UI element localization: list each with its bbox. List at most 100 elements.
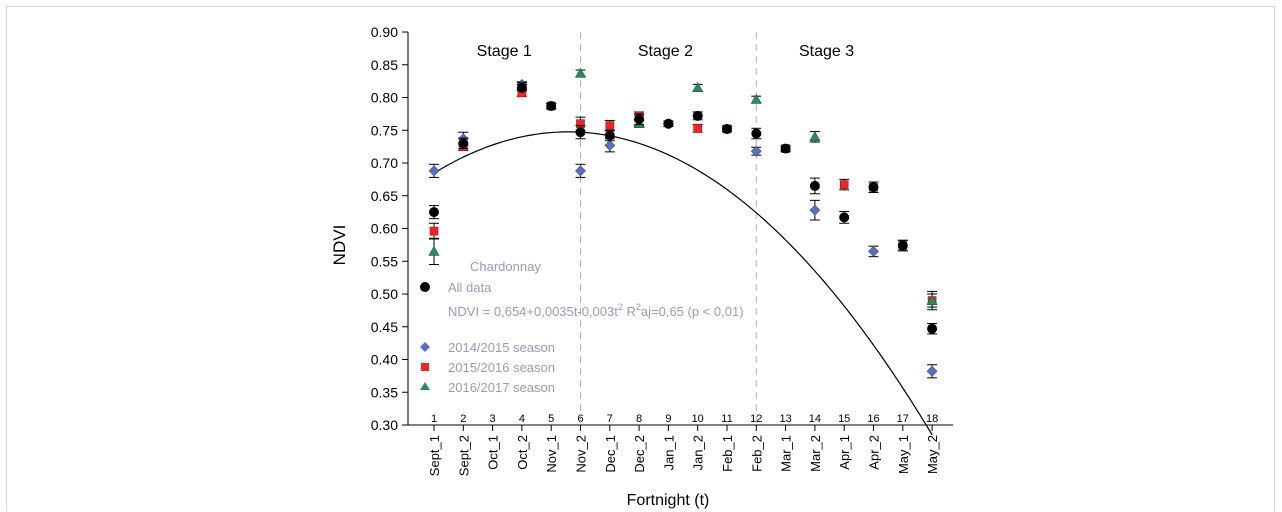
season-2015-2016-point xyxy=(693,123,703,133)
stage-dividers: Stage 1 Stage 2 Stage 3 xyxy=(477,32,854,425)
season-2016-2017-point xyxy=(750,93,762,104)
legend-all-marker xyxy=(420,282,430,292)
stage-label: Stage 2 xyxy=(638,43,693,60)
eq-mid: R xyxy=(623,304,636,319)
x-tick-label: Jan_1 xyxy=(661,435,676,470)
all-data-point xyxy=(809,180,820,191)
fit-curve xyxy=(433,131,933,436)
season-2016-2017-point xyxy=(574,67,587,78)
y-tick-label: 0.35 xyxy=(371,384,398,400)
y-tick-label: 0.50 xyxy=(371,286,398,302)
stage-label: Stage 3 xyxy=(799,43,854,60)
data-markers xyxy=(428,67,938,379)
season-2014-2015-point xyxy=(604,139,616,151)
legend-title: Chardonnay xyxy=(470,259,541,274)
all-data-point xyxy=(839,212,850,223)
y-tick-label: 0.30 xyxy=(371,417,398,433)
all-data-point xyxy=(546,101,557,112)
fortnight-number: 9 xyxy=(665,413,671,425)
fortnight-number: 17 xyxy=(897,413,909,425)
x-tick-label: Sept_1 xyxy=(427,435,442,476)
y-axis-label: NDVI xyxy=(330,225,349,266)
y-tick-label: 0.70 xyxy=(371,155,398,171)
season-2014-2015-point xyxy=(868,246,879,257)
all-data-point xyxy=(663,118,674,129)
y-tick-label: 0.60 xyxy=(371,221,398,237)
x-tick-label: Mar_2 xyxy=(808,435,823,472)
all-data-point xyxy=(722,123,732,134)
all-data-point xyxy=(751,128,762,139)
x-tick-label: Feb_1 xyxy=(720,435,735,472)
fit-curve-group xyxy=(433,131,933,436)
y-tick-label: 0.65 xyxy=(371,188,398,204)
season-2014-2015-point xyxy=(750,145,762,157)
fortnight-number: 14 xyxy=(809,413,821,425)
x-tick-label: Oct_2 xyxy=(515,435,530,470)
season-2015-2016-point xyxy=(605,121,615,130)
y-tick-label: 0.85 xyxy=(371,57,398,73)
legend-all-label: All data xyxy=(448,280,492,295)
all-data-point xyxy=(868,182,879,193)
x-axis-label: Fortnight (t) xyxy=(627,492,710,509)
x-tick-label: Apr_1 xyxy=(837,435,852,470)
fortnight-number: 7 xyxy=(607,413,613,425)
fortnight-number: 13 xyxy=(779,413,791,425)
legend-season1-label: 2014/2015 season xyxy=(448,340,555,355)
x-tick-label: Jan_2 xyxy=(691,435,706,470)
legend-equation: NDVI = 0,654+0,0035t-0,003t2 R2aj=0,65 (… xyxy=(448,302,744,319)
all-data-point xyxy=(516,82,527,93)
eq-sup1: 2 xyxy=(618,302,623,312)
legend-season2-label: 2015/2016 season xyxy=(448,360,555,375)
x-tick-label: Mar_1 xyxy=(779,435,794,472)
eq-main: NDVI = 0,654+0,0035t-0,003t xyxy=(448,304,618,319)
x-tick-label: Feb_2 xyxy=(749,435,764,472)
season-2014-2015-point xyxy=(809,204,821,216)
legend: Chardonnay All data NDVI = 0,654+0,0035t… xyxy=(420,259,744,395)
x-tick-label: May_1 xyxy=(896,435,911,474)
all-data-point xyxy=(575,127,586,138)
x-tick-label: Dec_2 xyxy=(632,435,647,473)
y-tick-label: 0.45 xyxy=(371,319,398,335)
season-2014-2015-point xyxy=(428,165,440,177)
fortnight-number: 1 xyxy=(431,413,437,425)
x-tick-label: Nov_1 xyxy=(544,435,559,473)
fortnight-number: 3 xyxy=(490,413,496,425)
fortnight-number: 2 xyxy=(460,413,466,425)
x-tick-label: Nov_2 xyxy=(574,435,589,473)
legend-season2-marker xyxy=(421,363,429,371)
ndvi-chart: 0.30 0.35 0.40 0.45 0.50 0.55 0.60 0.65 0.70 0.75… xyxy=(330,24,953,509)
eq-sup2: 2 xyxy=(636,302,641,312)
season-2016-2017-point xyxy=(926,294,938,305)
all-data-point xyxy=(634,114,645,125)
all-data-point xyxy=(780,143,791,154)
y-tick-label: 0.90 xyxy=(371,24,398,40)
y-tick-label: 0.80 xyxy=(371,90,398,106)
y-tick-label: 0.75 xyxy=(371,122,398,138)
fortnight-number: 5 xyxy=(548,413,554,425)
fortnight-number: 8 xyxy=(636,413,642,425)
x-tick-label: May_2 xyxy=(925,435,940,474)
season-2015-2016-point xyxy=(429,226,439,236)
all-data-point xyxy=(897,240,908,251)
fortnight-number: 4 xyxy=(519,413,525,425)
stage-label: Stage 1 xyxy=(477,43,532,60)
season-2014-2015-point xyxy=(926,365,938,377)
y-tick-label: 0.55 xyxy=(371,253,398,269)
all-data-point xyxy=(429,207,439,218)
season-2016-2017-point xyxy=(692,82,704,92)
season-2016-2017-point xyxy=(809,131,821,142)
fortnight-number: 11 xyxy=(721,413,732,425)
season-2014-2015-point xyxy=(575,165,586,177)
chart-frame: 0.30 0.35 0.40 0.45 0.50 0.55 0.60 0.65 0.70 0.75… xyxy=(6,6,1275,511)
season-2016-2017-point xyxy=(428,245,440,256)
all-data-point xyxy=(692,110,703,121)
season-2015-2016-point xyxy=(839,180,849,189)
all-data-point xyxy=(604,130,615,141)
y-tick-label: 0.40 xyxy=(371,352,398,368)
x-tick-label: Sept_2 xyxy=(456,435,471,476)
x-tick-label: Oct_1 xyxy=(486,435,501,470)
eq-end: aj=0,65 (p < 0,01) xyxy=(641,304,744,319)
legend-season3-label: 2016/2017 season xyxy=(448,380,555,395)
fortnight-number: 15 xyxy=(838,413,850,425)
all-data-point xyxy=(927,323,938,334)
